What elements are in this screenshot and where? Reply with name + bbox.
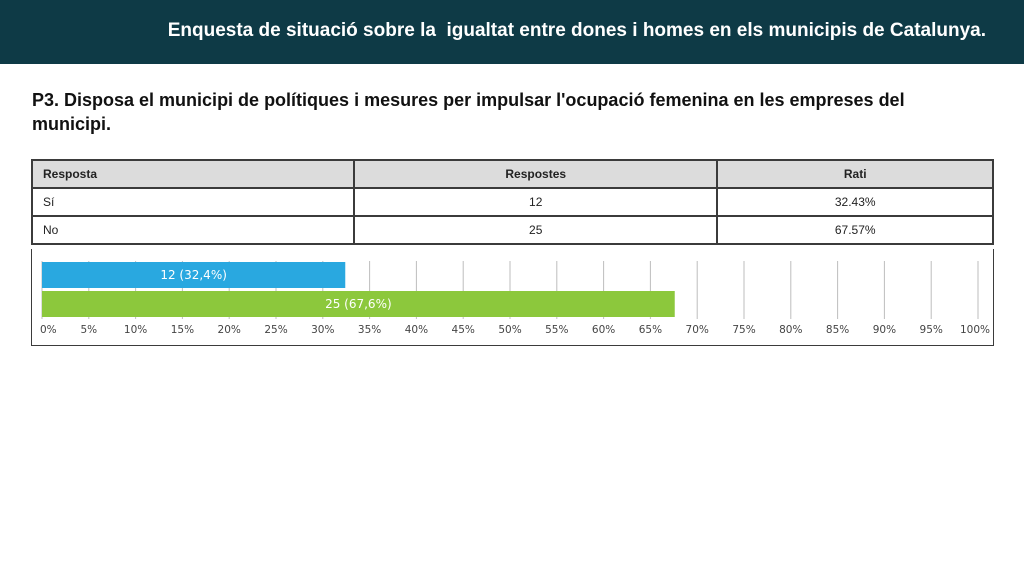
x-tick-label: 100% <box>960 324 990 336</box>
table-header-row: Resposta Respostes Rati <box>31 159 994 189</box>
cell-ratio: 67.57% <box>716 215 994 245</box>
x-tick-label: 5% <box>80 324 97 336</box>
bar-data-label: 12 (32,4%) <box>160 268 227 282</box>
results-table: Resposta Respostes Rati Sí 12 32.43% No … <box>31 159 994 245</box>
bar-no <box>42 291 675 317</box>
x-tick-label: 35% <box>358 324 381 336</box>
cell-ratio: 32.43% <box>716 187 994 217</box>
x-tick-label: 40% <box>405 324 428 336</box>
table-row: Sí 12 32.43% <box>31 187 994 217</box>
x-tick-label: 10% <box>124 324 147 336</box>
x-tick-label: 55% <box>545 324 568 336</box>
x-tick-label: 95% <box>920 324 943 336</box>
column-header-rati: Rati <box>716 159 994 189</box>
question-title: P3. Disposa el municipi de polítiques i … <box>32 90 905 134</box>
x-tick-label: 0% <box>40 324 57 336</box>
cell-answer: Sí <box>31 187 355 217</box>
header-bar: Enquesta de situació sobre la igualtat e… <box>0 0 1024 64</box>
bar-chart: 12 (32,4%) 25 (67,6%) 0% 5% 10% 15% 20% 25% 30% 3… <box>31 249 994 346</box>
cell-answer: No <box>31 215 355 245</box>
cell-count: 25 <box>352 215 719 245</box>
x-tick-label: 65% <box>639 324 662 336</box>
x-tick-label: 90% <box>873 324 896 336</box>
x-tick-label: 20% <box>218 324 241 336</box>
x-tick-label: 80% <box>779 324 802 336</box>
table-row: No 25 67.57% <box>31 215 994 245</box>
header-title: Enquesta de situació sobre la igualtat e… <box>167 20 986 41</box>
cell-count: 12 <box>352 187 719 217</box>
bar-si <box>42 262 346 288</box>
x-tick-label: 50% <box>498 324 521 336</box>
x-tick-label: 15% <box>171 324 194 336</box>
x-tick-label: 45% <box>452 324 475 336</box>
chart-canvas: 12 (32,4%) 25 (67,6%) 0% 5% 10% 15% 20% 25% 30% 3… <box>40 261 990 336</box>
x-tick-label: 75% <box>732 324 755 336</box>
x-tick-label: 25% <box>264 324 287 336</box>
column-header-respostes: Respostes <box>352 159 719 189</box>
x-tick-label: 70% <box>686 324 709 336</box>
bar-data-label: 25 (67,6%) <box>325 297 392 311</box>
column-header-resposta: Resposta <box>31 159 355 189</box>
x-tick-label: 30% <box>311 324 334 336</box>
x-tick-label: 85% <box>826 324 849 336</box>
x-tick-label: 60% <box>592 324 615 336</box>
